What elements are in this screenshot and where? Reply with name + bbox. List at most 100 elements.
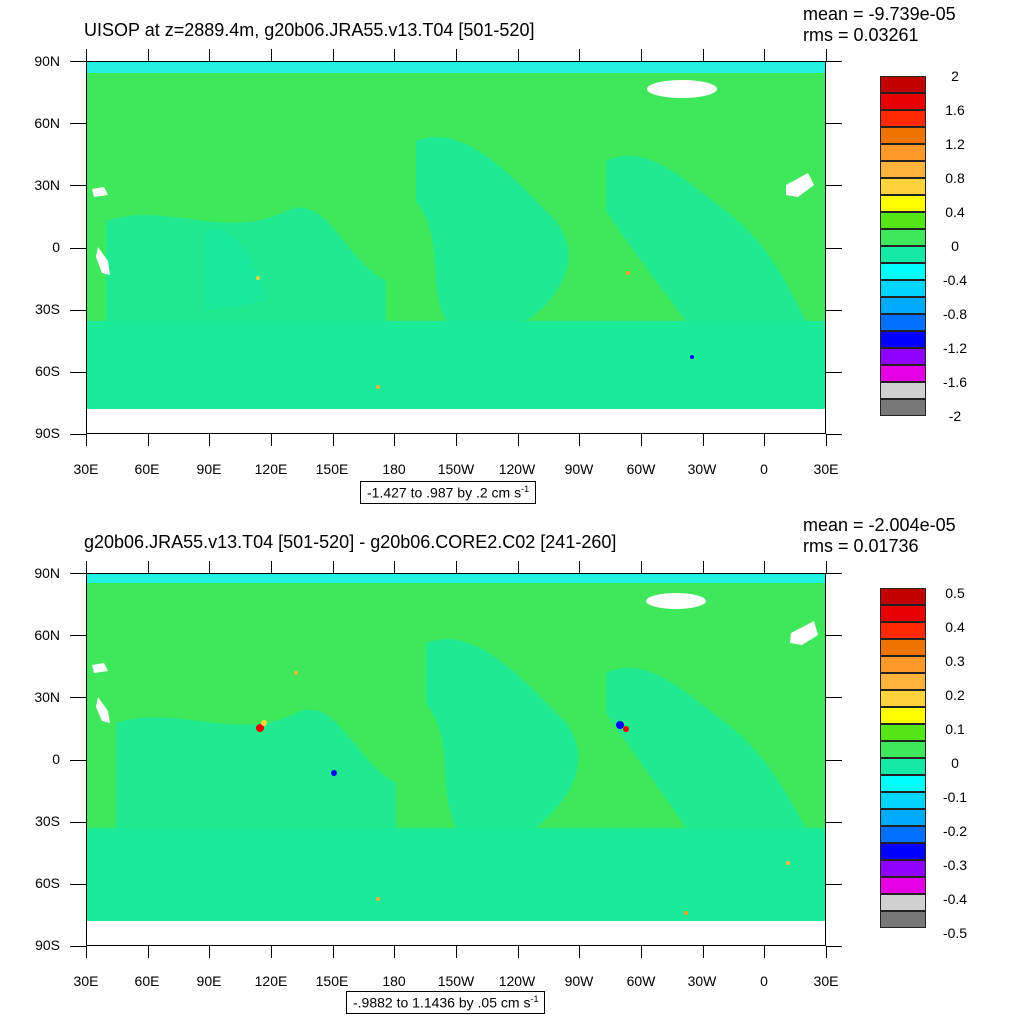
lon-label: 60E — [134, 461, 160, 477]
lon-tick — [394, 434, 395, 446]
lon-label: 120W — [498, 461, 536, 477]
lon-tick — [271, 946, 272, 958]
lat-label: 90N — [34, 565, 60, 581]
legend-swatch — [880, 843, 926, 860]
lat-tick — [826, 310, 842, 311]
anomaly-dot — [261, 720, 267, 726]
lon-tick — [518, 561, 519, 573]
legend-label: -1.6 — [942, 374, 968, 390]
legend-label: -0.4 — [942, 272, 968, 288]
rms-stat: rms = 0.03261 — [803, 25, 919, 45]
antarctica-mask — [86, 921, 826, 946]
lat-tick — [70, 946, 86, 947]
lon-tick — [703, 561, 704, 573]
legend-label: 0.8 — [945, 170, 965, 186]
atlantic-patch — [606, 667, 806, 828]
lat-label: 60S — [35, 875, 60, 891]
legend-swatch — [880, 348, 926, 365]
legend-swatch — [880, 775, 926, 792]
lon-label: 60E — [134, 973, 160, 989]
anomaly-dot — [626, 271, 630, 275]
lon-tick — [86, 946, 87, 958]
lon-tick — [209, 561, 210, 573]
map-plot-area — [86, 61, 826, 434]
legend-swatch — [880, 297, 926, 314]
unit-exponent: -1 — [530, 994, 539, 1004]
lat-tick — [70, 248, 86, 249]
legend-swatch — [880, 144, 926, 161]
legend-swatch — [880, 365, 926, 382]
lon-tick — [148, 49, 149, 61]
lat-tick — [70, 185, 86, 186]
lon-label: 90W — [564, 973, 594, 989]
lat-tick — [826, 946, 842, 947]
land-mask-3 — [786, 173, 814, 197]
lat-tick — [826, 822, 842, 823]
lat-tick — [826, 248, 842, 249]
lon-label: 30E — [813, 461, 839, 477]
legend-label: 1.6 — [945, 102, 965, 118]
lon-tick — [271, 561, 272, 573]
legend-swatch — [880, 911, 926, 928]
lon-tick — [333, 49, 334, 61]
legend-swatch — [880, 724, 926, 741]
land-mask-1 — [92, 187, 108, 197]
pacific-patch — [416, 137, 569, 321]
legend-swatch — [880, 127, 926, 144]
legend-swatch — [880, 639, 926, 656]
land-mask-3 — [790, 621, 818, 645]
map-field — [86, 573, 826, 946]
lon-tick — [394, 49, 395, 61]
legend-swatch — [880, 690, 926, 707]
mean-stat: mean = -2.004e-05 — [803, 515, 956, 535]
legend-swatch — [880, 246, 926, 263]
anomaly-dot — [256, 724, 264, 732]
legend-swatch — [880, 877, 926, 894]
legend-swatch — [880, 280, 926, 297]
lat-tick — [70, 434, 86, 435]
lon-label: 180 — [382, 973, 406, 989]
legend-label: 1.2 — [945, 136, 965, 152]
greenland-mask — [646, 593, 706, 609]
legend-swatch — [880, 605, 926, 622]
lat-label: 90N — [34, 53, 60, 69]
lat-tick — [826, 760, 842, 761]
legend-swatch — [880, 263, 926, 280]
lon-label: 60W — [626, 461, 656, 477]
lon-label: 120W — [498, 973, 536, 989]
lon-label: 150W — [437, 461, 475, 477]
lon-tick — [641, 946, 642, 958]
lat-tick — [826, 434, 842, 435]
legend-swatch — [880, 741, 926, 758]
lon-label: 30W — [687, 461, 717, 477]
lat-tick — [70, 372, 86, 373]
anomaly-dot — [294, 671, 298, 675]
legend-label: -0.1 — [942, 789, 968, 805]
panel-uisop: UISOP at z=2889.4m, g20b06.JRA55.v13.T04… — [34, 4, 968, 504]
lat-label: 60S — [35, 363, 60, 379]
anomaly-dot — [331, 770, 337, 776]
atlantic-patch — [606, 155, 806, 321]
lon-label: 150W — [437, 973, 475, 989]
legend-label: 0 — [951, 238, 959, 254]
lon-tick — [703, 49, 704, 61]
legend-swatch — [880, 399, 926, 416]
lat-tick — [826, 635, 842, 636]
legend-label: -0.5 — [942, 925, 968, 941]
land-mask-2 — [96, 697, 110, 723]
lon-tick — [518, 946, 519, 958]
lon-tick — [456, 946, 457, 958]
legend-swatch — [880, 229, 926, 246]
lat-label: 90S — [35, 937, 60, 953]
lon-tick — [579, 49, 580, 61]
legend-label: 0.4 — [945, 619, 965, 635]
anomaly-dot — [786, 861, 790, 865]
lat-tick — [826, 372, 842, 373]
lat-tick — [70, 573, 86, 574]
legend-swatch — [880, 76, 926, 93]
lon-tick — [579, 561, 580, 573]
legend-swatch — [880, 93, 926, 110]
lat-label: 0 — [52, 751, 60, 767]
lat-tick — [70, 822, 86, 823]
lat-tick — [826, 697, 842, 698]
